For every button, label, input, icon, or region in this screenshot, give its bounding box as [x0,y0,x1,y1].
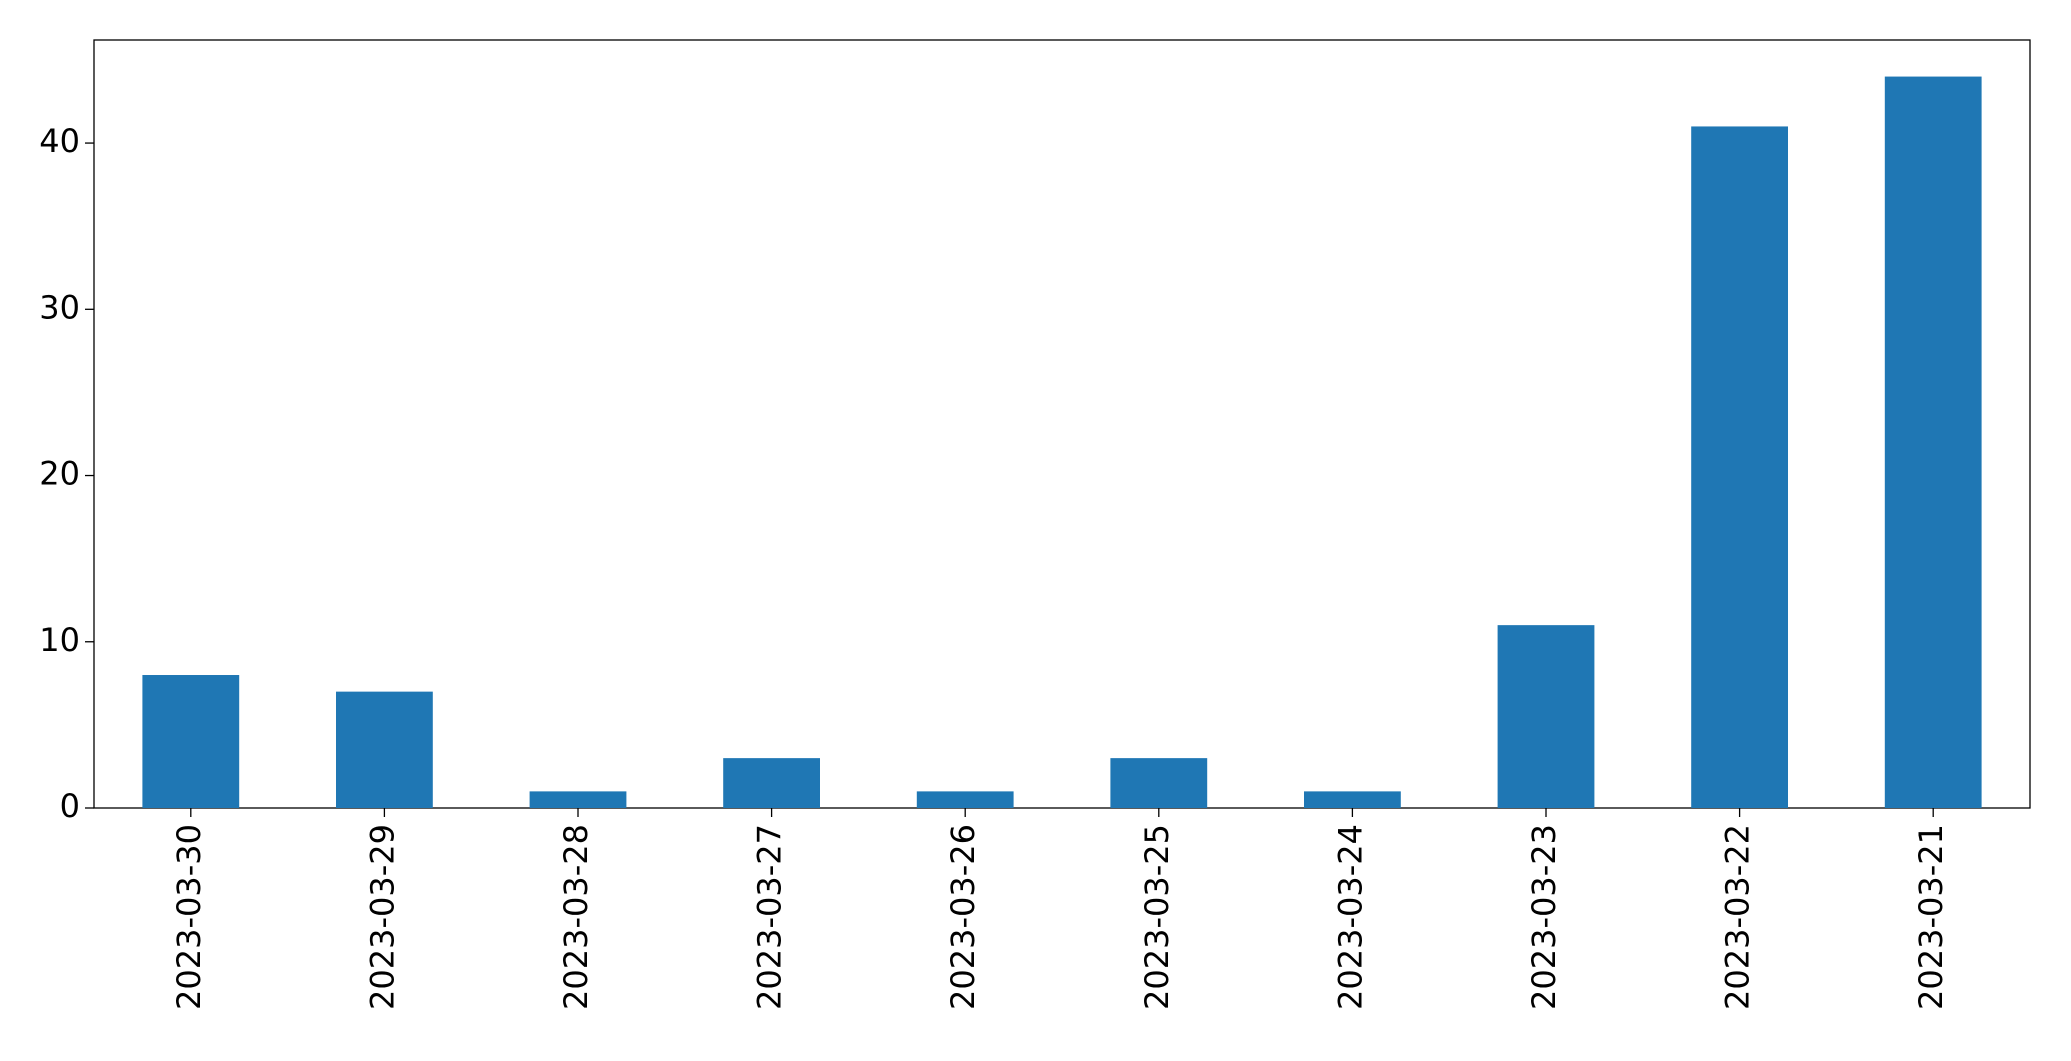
bar [1691,126,1788,809]
y-tick-label: 30 [39,288,80,326]
x-tick-label: 2023-03-23 [1525,824,1563,1010]
bar [1497,625,1595,808]
bar [529,791,627,808]
bar [1884,76,1982,809]
x-tick-label: 2023-03-30 [170,824,208,1010]
y-tick-label: 40 [39,122,80,160]
x-tick-label: 2023-03-22 [1719,824,1757,1010]
x-tick-label: 2023-03-28 [557,824,595,1010]
x-tick-label: 2023-03-25 [1138,824,1176,1010]
x-tick-label: 2023-03-21 [1912,824,1950,1010]
bar [1110,758,1208,808]
x-tick-label: 2023-03-26 [944,824,982,1010]
plot-frame [93,39,2031,809]
x-tick-label: 2023-03-27 [751,824,789,1010]
bar [1304,791,1401,808]
bar [336,691,433,808]
y-tick-label: 20 [39,455,80,493]
bar [916,791,1014,808]
y-tick-label: 0 [60,787,80,825]
x-tick-label: 2023-03-24 [1331,824,1369,1010]
y-tick-label: 10 [39,621,80,659]
x-tick-label: 2023-03-29 [363,824,401,1010]
bar [142,675,240,808]
bar [723,758,820,808]
